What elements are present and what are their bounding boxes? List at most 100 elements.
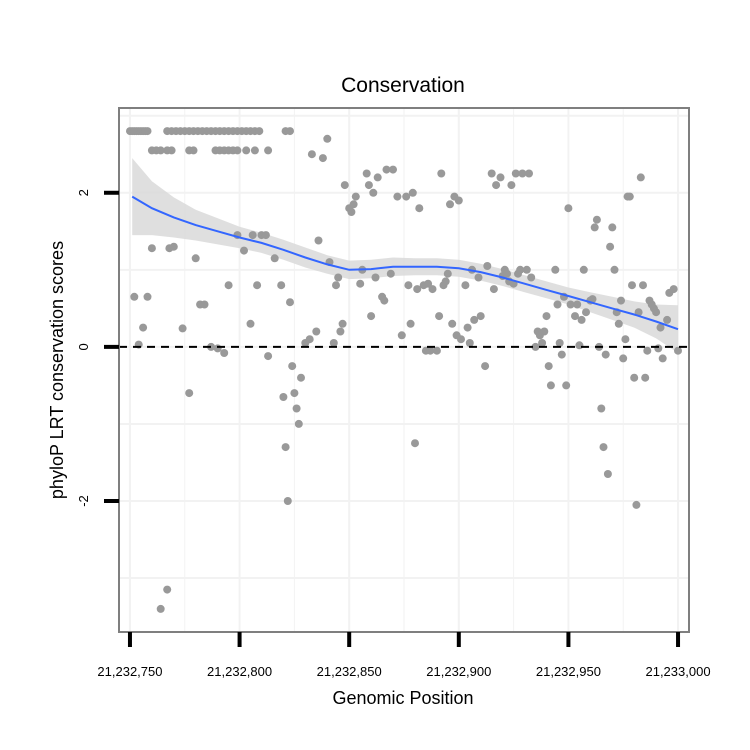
data-point <box>573 300 582 309</box>
data-point <box>658 354 667 363</box>
data-point <box>224 281 233 290</box>
data-point <box>656 323 665 332</box>
data-point <box>389 165 397 174</box>
data-point <box>307 150 316 159</box>
data-point <box>516 265 525 274</box>
data-point <box>338 319 347 328</box>
y-tick-label: 2 <box>76 189 91 196</box>
data-point <box>641 373 650 382</box>
data-point <box>614 319 623 328</box>
x-tick-label: 21,232,750 <box>97 664 162 679</box>
data-point <box>294 419 303 428</box>
x-tick-label: 21,232,950 <box>536 664 601 679</box>
data-point <box>336 327 345 336</box>
data-point <box>599 443 608 452</box>
data-point <box>364 181 373 190</box>
data-point <box>590 223 599 232</box>
data-point <box>139 323 148 332</box>
data-point <box>441 277 450 286</box>
data-point <box>518 169 527 178</box>
data-point <box>463 323 472 332</box>
data-point <box>643 346 652 355</box>
data-point <box>617 296 625 305</box>
data-point <box>189 146 198 155</box>
data-point <box>564 204 573 213</box>
data-point <box>402 192 411 201</box>
data-point <box>424 279 433 288</box>
data-point <box>582 308 590 317</box>
data-point <box>540 327 549 336</box>
data-point <box>270 254 279 263</box>
data-point <box>349 200 358 209</box>
data-point <box>457 335 465 344</box>
data-point <box>332 281 340 290</box>
data-point <box>639 281 647 290</box>
data-point <box>454 196 463 205</box>
data-point <box>286 298 294 307</box>
data-point <box>288 362 297 371</box>
data-point <box>380 296 389 305</box>
data-point <box>669 285 678 294</box>
data-point <box>538 339 547 347</box>
data-point <box>382 165 391 174</box>
data-point <box>369 188 378 197</box>
data-point <box>362 169 371 178</box>
data-point <box>608 223 617 232</box>
data-point <box>283 497 292 505</box>
data-point <box>522 265 531 274</box>
data-point <box>603 470 612 478</box>
data-point <box>555 339 564 347</box>
data-point <box>246 319 255 328</box>
data-point <box>634 308 643 317</box>
data-point <box>356 279 365 288</box>
data-point <box>185 389 194 398</box>
data-point <box>487 169 496 178</box>
data-point <box>531 342 540 351</box>
data-point <box>290 389 299 398</box>
data-point <box>156 146 165 155</box>
y-axis: -2 0 2 <box>76 189 119 507</box>
data-point <box>566 300 575 309</box>
data-point <box>481 362 490 371</box>
data-point <box>619 354 628 363</box>
data-point <box>435 312 444 321</box>
data-point <box>323 134 332 143</box>
data-point <box>544 362 553 371</box>
data-point <box>156 604 165 613</box>
x-tick-label: 21,232,800 <box>207 664 272 679</box>
x-tick-label: 21,233,000 <box>645 664 710 679</box>
data-point <box>413 285 422 294</box>
data-point <box>610 265 619 274</box>
data-point <box>461 281 470 290</box>
data-point <box>636 173 645 182</box>
x-tick-label: 21,232,850 <box>317 664 382 679</box>
data-point <box>446 200 454 209</box>
data-point <box>597 404 606 413</box>
data-point <box>411 439 419 448</box>
data-point <box>393 192 402 201</box>
data-point <box>253 281 262 290</box>
y-tick-label: 0 <box>76 343 91 350</box>
chart-title: Conservation <box>341 74 465 97</box>
data-point <box>318 154 327 163</box>
data-point <box>625 192 634 201</box>
data-point <box>169 242 178 251</box>
data-point <box>371 273 380 282</box>
x-tick-label: 21,232,900 <box>426 664 491 679</box>
data-point <box>329 339 338 347</box>
data-point <box>426 346 435 355</box>
data-point <box>628 281 636 290</box>
data-point <box>277 281 286 290</box>
data-point <box>147 244 156 253</box>
plot-panel <box>118 107 690 633</box>
data-point <box>483 262 492 270</box>
data-point <box>406 319 415 328</box>
data-point <box>503 269 511 278</box>
data-point <box>606 242 615 251</box>
data-point <box>178 324 187 333</box>
data-point <box>250 146 259 155</box>
data-point <box>408 188 417 197</box>
data-point <box>305 335 314 344</box>
data-point <box>553 300 562 309</box>
data-point <box>577 315 586 324</box>
